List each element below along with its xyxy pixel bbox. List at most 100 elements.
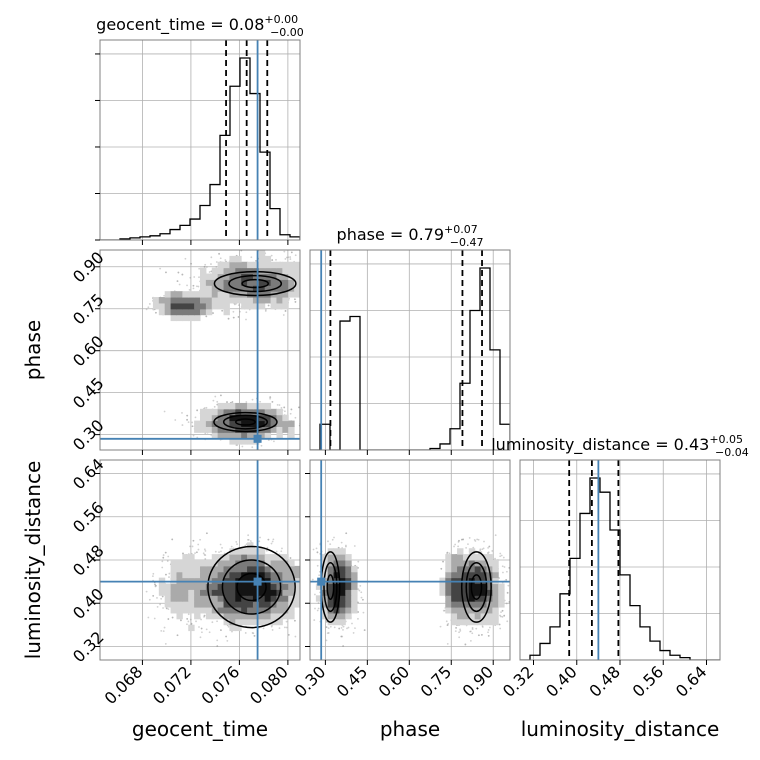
title-geocent_time: geocent_time = 0.08+0.00 −0.00 <box>96 13 304 39</box>
sample-point <box>304 289 306 291</box>
density-cell <box>247 261 254 269</box>
sample-point <box>167 608 170 611</box>
sample-point <box>176 634 179 637</box>
density-cell <box>264 408 272 416</box>
sample-point <box>165 271 167 274</box>
sample-point <box>283 406 286 409</box>
sample-point <box>282 314 285 316</box>
sample-point <box>250 256 253 259</box>
sample-point <box>234 303 236 306</box>
sample-point <box>245 401 248 403</box>
density-cell <box>235 426 242 433</box>
density-cell <box>270 267 277 275</box>
sample-point <box>162 607 164 609</box>
density-cell <box>211 273 219 280</box>
sample-point <box>260 444 263 447</box>
density-cell <box>270 273 277 280</box>
sample-point <box>247 538 249 541</box>
sample-point <box>311 644 313 646</box>
sample-point <box>289 412 292 415</box>
sample-point <box>221 309 224 312</box>
sample-point <box>178 283 181 286</box>
density-cell <box>229 402 236 410</box>
sample-point <box>329 297 331 299</box>
sample-point <box>307 594 309 596</box>
sample-point <box>316 606 318 608</box>
sample-point <box>197 548 200 551</box>
density-cell <box>258 402 266 410</box>
density-cell <box>176 291 183 298</box>
density-cell <box>252 302 260 310</box>
density-cell <box>241 414 248 422</box>
density-cell <box>200 291 207 298</box>
histogram-luminosity_distance <box>520 477 720 660</box>
sample-point <box>220 394 222 397</box>
sample-point <box>247 534 250 537</box>
sample-point <box>159 267 162 270</box>
density-cell <box>282 420 289 427</box>
density-cell <box>182 291 189 298</box>
sample-point <box>177 271 180 274</box>
sample-point <box>302 596 304 598</box>
sample-point <box>227 317 230 320</box>
sample-point <box>192 284 195 287</box>
density-cell <box>152 302 160 310</box>
sample-point <box>270 625 273 628</box>
density-cell <box>235 297 242 304</box>
density-cell <box>200 420 207 427</box>
density-cell <box>205 308 213 316</box>
sample-point <box>163 294 166 297</box>
sample-point <box>176 280 179 283</box>
density-cell <box>276 267 283 275</box>
density-cell <box>264 432 272 439</box>
density-cell <box>252 426 260 433</box>
sample-point <box>318 267 320 269</box>
sample-point <box>255 260 257 262</box>
sample-point <box>171 538 174 541</box>
density-cell <box>229 291 236 298</box>
sample-point <box>244 544 247 547</box>
density-cell <box>235 261 242 269</box>
sample-point <box>204 558 207 560</box>
contour-line <box>213 270 297 297</box>
sample-point <box>171 616 174 619</box>
sample-point <box>202 552 205 555</box>
density-cell <box>223 297 230 304</box>
density-cell <box>164 297 172 304</box>
density-cell <box>211 297 219 304</box>
density-cell <box>211 267 219 275</box>
sample-point <box>148 598 151 601</box>
sample-point <box>303 284 305 286</box>
density-cell <box>217 426 225 433</box>
sample-point <box>300 282 302 284</box>
sample-point <box>271 259 274 261</box>
title-luminosity_distance: luminosity_distance = 0.43+0.05 −0.04 <box>491 433 749 459</box>
sample-point <box>278 627 281 629</box>
sample-point <box>304 404 306 406</box>
sample-point <box>310 427 312 429</box>
density-cell <box>211 426 219 433</box>
density-cell <box>247 279 254 286</box>
density-cell <box>164 291 172 298</box>
sample-point <box>312 424 314 426</box>
sample-point <box>220 629 222 632</box>
density-cell <box>200 308 207 316</box>
sample-point <box>145 308 148 311</box>
sample-point <box>226 401 228 403</box>
sample-point <box>212 312 214 314</box>
title-sub: −0.04 <box>715 446 749 459</box>
density-cell <box>188 308 195 316</box>
sample-point <box>304 584 306 586</box>
density-cell <box>276 279 283 286</box>
density-cell <box>217 414 225 422</box>
sample-point <box>227 625 230 628</box>
title-phase: phase = 0.79+0.07 −0.47 <box>337 223 484 249</box>
density-cell <box>241 302 248 310</box>
sample-point <box>323 537 325 539</box>
contour-line <box>213 411 278 433</box>
sample-point <box>205 628 208 631</box>
panel-luminosity_distance-luminosity_distance: 0.32 0.40 0.48 0.56 0.64luminosity_distance … <box>491 433 749 701</box>
sample-point <box>264 310 267 312</box>
truth-marker <box>253 434 262 443</box>
sample-point <box>156 597 158 599</box>
